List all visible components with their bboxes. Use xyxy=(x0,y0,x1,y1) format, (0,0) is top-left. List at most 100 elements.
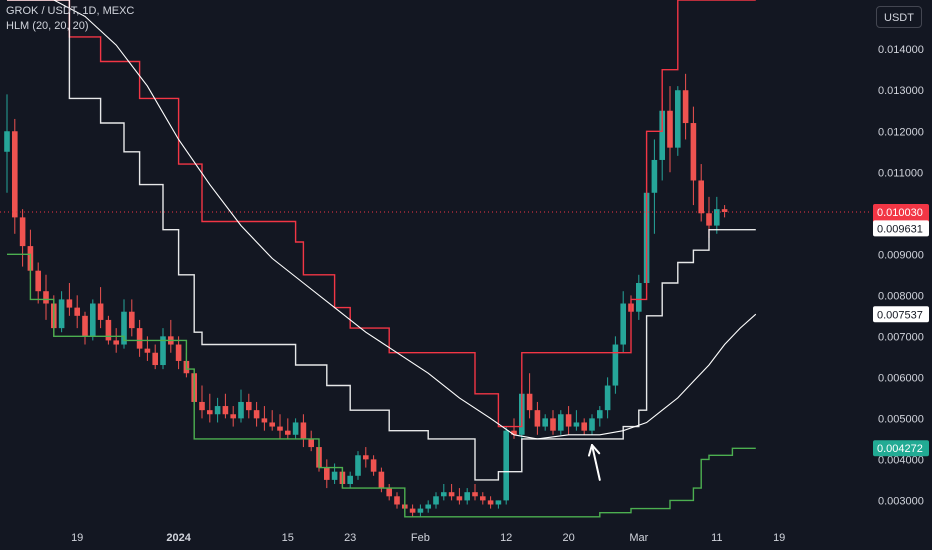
candle xyxy=(698,164,704,222)
candle xyxy=(690,106,697,206)
y-tick-label: 0.011000 xyxy=(878,167,923,179)
candle-body xyxy=(331,471,338,480)
candle-body xyxy=(456,496,463,501)
candle xyxy=(347,471,353,489)
candle-body xyxy=(324,467,330,480)
candle-body xyxy=(238,401,244,419)
candle xyxy=(168,319,174,353)
candle xyxy=(277,414,283,439)
x-tick-label: 19 xyxy=(71,532,83,544)
candle xyxy=(589,414,595,435)
indicator-title: HLM (20, 20, 20) xyxy=(6,20,89,32)
mid-line-line xyxy=(7,0,756,481)
currency-button[interactable]: USDT xyxy=(876,6,922,28)
candle xyxy=(370,455,377,476)
candle xyxy=(597,406,603,427)
candle xyxy=(35,262,41,304)
price-label: 0.007537 xyxy=(873,306,929,323)
candle xyxy=(480,492,486,505)
candle-body xyxy=(542,418,548,427)
candle xyxy=(97,287,104,329)
candle-body xyxy=(90,303,96,337)
candle-body xyxy=(433,496,439,505)
candle xyxy=(136,319,143,357)
y-tick-label: 0.014000 xyxy=(878,44,924,56)
candle-body xyxy=(675,90,681,148)
y-tick-label: 0.004000 xyxy=(878,454,924,466)
candle xyxy=(558,410,564,435)
arrow-head xyxy=(587,444,593,457)
candle-body xyxy=(565,414,572,427)
candle xyxy=(675,86,681,156)
candle xyxy=(534,401,541,435)
candle xyxy=(74,295,80,329)
candle-body xyxy=(659,110,665,160)
candle-body xyxy=(636,283,642,312)
candle xyxy=(565,406,572,435)
candle xyxy=(113,328,119,353)
candle-body xyxy=(550,418,556,431)
candle xyxy=(207,393,213,423)
candle-body xyxy=(417,508,424,513)
candle-body xyxy=(97,303,104,320)
candle-body xyxy=(589,418,595,431)
candle xyxy=(214,397,221,423)
candle xyxy=(160,328,166,370)
price-label-box xyxy=(873,440,929,457)
candle-body xyxy=(581,422,587,431)
candle xyxy=(542,414,548,431)
x-tick-label: 19 xyxy=(773,532,785,544)
candle xyxy=(503,426,509,505)
candle xyxy=(441,483,447,501)
candle-body xyxy=(261,418,268,423)
candle xyxy=(238,389,244,423)
candle-body xyxy=(152,352,158,366)
upper-band-line xyxy=(7,0,756,428)
candle-body xyxy=(526,393,533,411)
candle-body xyxy=(74,307,80,316)
x-tick-label: 11 xyxy=(711,532,722,544)
candle-body xyxy=(612,344,619,386)
candle-body xyxy=(175,344,182,361)
candle xyxy=(253,401,260,427)
y-tick-label: 0.006000 xyxy=(878,372,924,384)
candle-body xyxy=(58,299,65,329)
y-tick-label: 0.005000 xyxy=(878,413,924,425)
candle-body xyxy=(472,492,478,497)
candle-body xyxy=(12,131,18,218)
candle xyxy=(636,274,642,320)
candle xyxy=(417,504,424,517)
candle xyxy=(324,459,330,489)
candle-body xyxy=(308,438,314,448)
x-tick-label: 12 xyxy=(500,532,512,544)
chart-legend: GROK / USDT, 1D, MEXC HLM (20, 20, 20) xyxy=(6,4,134,34)
candle xyxy=(721,205,728,218)
candle-body xyxy=(480,496,486,501)
candle-body xyxy=(246,401,252,411)
candle xyxy=(300,414,307,448)
y-tick-label: 0.003000 xyxy=(878,495,924,507)
x-tick-label: 15 xyxy=(282,532,294,544)
candle xyxy=(714,196,720,234)
candle xyxy=(456,488,463,505)
candle xyxy=(620,291,626,353)
candle-body xyxy=(409,508,416,513)
candle-body xyxy=(464,492,470,501)
candle xyxy=(511,418,517,439)
candle-body xyxy=(207,410,213,415)
candle-body xyxy=(620,303,626,345)
candle-body xyxy=(495,500,502,505)
candle xyxy=(331,463,338,484)
candle xyxy=(409,504,416,517)
candle-body xyxy=(35,270,41,292)
candle xyxy=(19,209,26,267)
candle-body xyxy=(682,90,689,124)
candle-body xyxy=(487,500,494,505)
candle-body xyxy=(160,336,166,366)
price-label-value: 0.009631 xyxy=(877,223,923,235)
candle-body xyxy=(121,311,127,345)
candle xyxy=(152,344,158,370)
candle-body xyxy=(511,430,517,435)
candle xyxy=(105,315,112,345)
